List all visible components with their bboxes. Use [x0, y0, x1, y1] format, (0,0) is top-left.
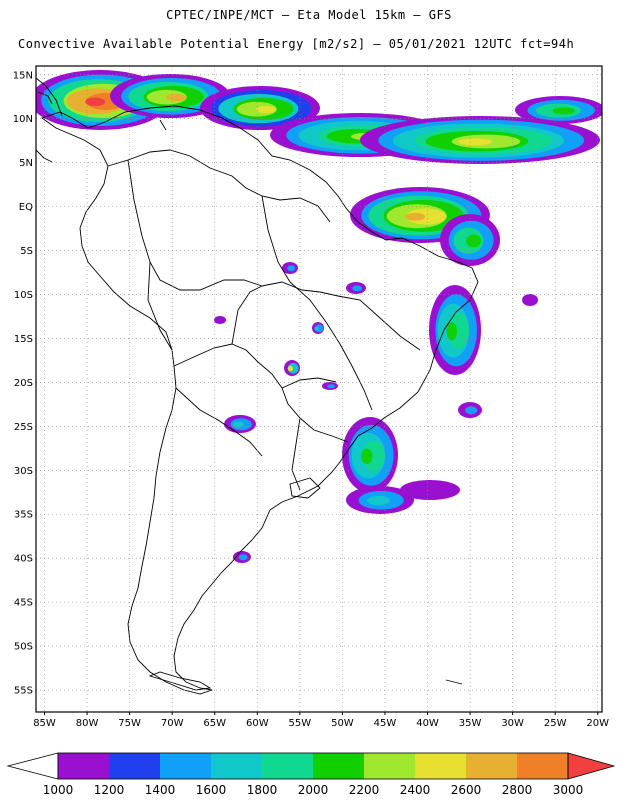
- cape-contour: [287, 265, 296, 272]
- lon-label: 80W: [76, 718, 99, 729]
- lat-label: 30S: [14, 466, 33, 477]
- cape-contour: [405, 212, 426, 221]
- lat-label: 10N: [13, 114, 33, 125]
- cape-contour: [448, 312, 469, 349]
- lon-label: 25W: [544, 718, 567, 729]
- colorbar: 1000 1200 1400 1600 1800 2000 2200 2400 2600 2800…: [6, 752, 616, 797]
- colorbar-swatch: [211, 753, 262, 779]
- colorbar-label: 1600: [196, 783, 227, 797]
- lon-label: 50W: [331, 718, 354, 729]
- longitude-labels: 85W 80W 75W 70W 65W 60W 55W 50W 45W 40W 35W 30W 25W 2…: [33, 712, 609, 729]
- colorbar-label: 1400: [145, 783, 176, 797]
- colorbar-label: 3000: [553, 783, 584, 797]
- colorbar-swatch: [364, 753, 415, 779]
- cape-contour: [314, 326, 319, 331]
- cape-contour: [466, 234, 482, 248]
- cape-contour: [446, 322, 457, 341]
- lon-label: 40W: [416, 718, 439, 729]
- colorbar-label: 2800: [502, 783, 533, 797]
- graticule: [36, 66, 602, 712]
- cape-contour: [214, 316, 226, 324]
- cape-contour: [367, 495, 390, 506]
- cape-contour: [327, 384, 336, 389]
- colorbar-label: 1200: [94, 783, 125, 797]
- cape-contour: [522, 294, 538, 306]
- colorbar-label: 1800: [247, 783, 278, 797]
- colorbar-swatch: [466, 753, 517, 779]
- colorbar-label: 1000: [43, 783, 74, 797]
- lon-label: 85W: [33, 718, 56, 729]
- colorbar-label: 2600: [451, 783, 482, 797]
- lat-label: 20S: [14, 378, 33, 389]
- cape-contour: [233, 421, 244, 428]
- colorbar-label: 2000: [298, 783, 329, 797]
- lat-label: 15N: [13, 70, 33, 81]
- colorbar-above-arrow: [567, 752, 616, 780]
- lat-label: 15S: [14, 334, 33, 345]
- colorbar-swatch: [313, 753, 364, 779]
- lat-label: 55S: [14, 686, 33, 697]
- lat-label: 5S: [20, 246, 33, 257]
- colorbar-swatch: [109, 753, 160, 779]
- lon-label: 55W: [289, 718, 312, 729]
- cape-contour: [352, 285, 363, 292]
- colorbar-swatch: [58, 753, 109, 779]
- cape-contour: [552, 107, 575, 115]
- cape-field: [36, 70, 602, 563]
- lon-label: 70W: [161, 718, 184, 729]
- lat-label: 40S: [14, 554, 33, 565]
- lat-label: 25S: [14, 422, 33, 433]
- colorbar-below-arrow: [6, 752, 59, 780]
- lat-label: EQ: [19, 202, 33, 213]
- colorbar-label: 2200: [349, 783, 380, 797]
- colorbar-swatch: [517, 753, 568, 779]
- colorbar-swatch: [415, 753, 466, 779]
- cape-contour: [287, 365, 294, 372]
- chart-subtitle: Convective Available Potential Energy [m…: [18, 37, 575, 51]
- colorbar-swatch: [262, 753, 313, 779]
- cape-contour: [458, 138, 493, 146]
- lat-label: 10S: [14, 290, 33, 301]
- lon-label: 75W: [118, 718, 141, 729]
- map-frame: [35, 65, 603, 713]
- lon-label: 35W: [459, 718, 482, 729]
- lat-label: 35S: [14, 510, 33, 521]
- lon-label: 45W: [374, 718, 397, 729]
- chart-title: CPTEC/INPE/MCT – Eta Model 15km – GFS: [166, 8, 452, 22]
- lon-label: 60W: [246, 718, 269, 729]
- lon-label: 30W: [501, 718, 524, 729]
- lon-label: 20W: [586, 718, 609, 729]
- cape-contour: [256, 105, 276, 114]
- lat-label: 45S: [14, 598, 33, 609]
- cape-contour: [465, 406, 478, 415]
- coastlines-borders: [36, 77, 479, 695]
- lat-label: 50S: [14, 642, 33, 653]
- lat-label: 5N: [19, 158, 33, 169]
- colorbar-swatch: [160, 753, 211, 779]
- cape-contour: [166, 93, 186, 102]
- cape-contour: [85, 97, 106, 107]
- cape-contour: [400, 480, 460, 500]
- colorbar-label: 2400: [400, 783, 431, 797]
- cape-contour: [361, 448, 373, 464]
- cape-contour: [238, 554, 248, 561]
- latitude-labels: 15N 10N 5N EQ 5S 10S 15S 20S 25S 30S 35S 40S 45S 50S 5…: [13, 70, 33, 696]
- lon-label: 65W: [203, 718, 226, 729]
